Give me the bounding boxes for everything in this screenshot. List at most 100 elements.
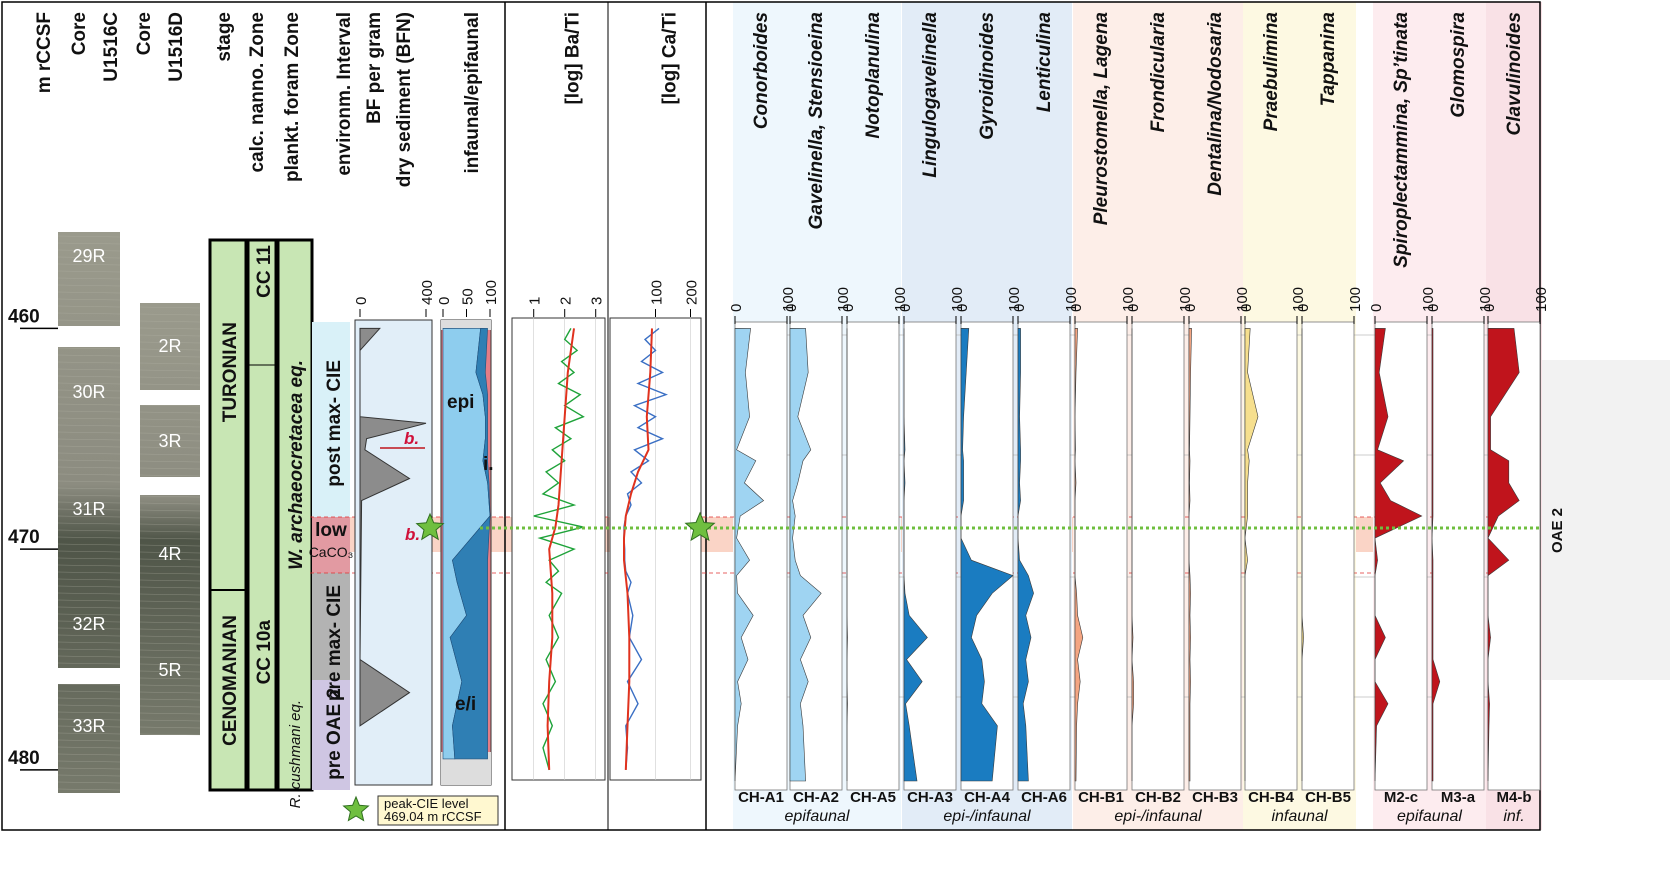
- nanno-label: CC 10a: [254, 620, 275, 685]
- core-lamina: [57, 235, 121, 238]
- core-lamina: [139, 341, 201, 344]
- core-lamina: [57, 641, 121, 644]
- core-lamina: [57, 571, 121, 574]
- core-lamina: [57, 578, 121, 581]
- core-lamina: [57, 354, 121, 357]
- core-lamina: [57, 515, 121, 518]
- taxon-area: [1074, 328, 1084, 782]
- taxon-title: Pleurostomella, Lagena: [1091, 12, 1112, 226]
- panel-box: [1301, 321, 1355, 791]
- taxon-title: Gavelinella, Stensioeina: [806, 12, 827, 230]
- core-lamina: [57, 305, 121, 308]
- core-lamina: [139, 362, 201, 365]
- group-label: infaunal: [1271, 808, 1327, 825]
- core-lamina: [139, 593, 201, 596]
- panel-top: [441, 320, 491, 330]
- taxon-area: [1244, 328, 1259, 781]
- taxon-area: [1017, 328, 1034, 782]
- panel-box: [846, 321, 900, 791]
- core-lamina: [57, 543, 121, 546]
- core-lamina: [57, 564, 121, 567]
- column-title: Core: [69, 12, 90, 55]
- core-lamina: [57, 711, 121, 714]
- taxon-label: M2-c: [1384, 789, 1418, 806]
- taxon-title: Notoplanulina: [863, 12, 884, 139]
- x-tick-label: 100: [892, 287, 909, 312]
- core-lamina: [57, 690, 121, 693]
- core-lamina: [139, 383, 201, 386]
- taxon-area: [1487, 328, 1520, 782]
- core-lamina: [139, 516, 201, 519]
- taxon-label: CH-B4: [1248, 789, 1294, 806]
- core-lamina: [139, 558, 201, 561]
- core-lamina: [57, 452, 121, 455]
- taxon-title: Praebulimina: [1261, 12, 1282, 132]
- core-lamina: [139, 369, 201, 372]
- x-tick-label: 100: [1120, 287, 1137, 312]
- column-title: stage: [214, 12, 235, 62]
- x-tick-label: 50: [460, 288, 477, 305]
- taxon-label: CH-A4: [964, 789, 1010, 806]
- panel-box: [1131, 321, 1185, 791]
- core-lamina: [57, 648, 121, 651]
- core-lamina: [57, 424, 121, 427]
- core-lamina: [139, 656, 201, 659]
- core-lamina: [139, 544, 201, 547]
- x-tick-label: 100: [1006, 287, 1023, 312]
- x-tick-label: 100: [780, 287, 797, 312]
- core-lamina: [139, 320, 201, 323]
- core-lamina: [57, 242, 121, 245]
- core-gap: [58, 326, 120, 347]
- oae-label: OAE 2: [1549, 508, 1566, 553]
- taxon-label: CH-A6: [1021, 789, 1067, 806]
- core-gap: [140, 390, 200, 405]
- core-section: 32R: [72, 614, 105, 634]
- taxon-area: [1301, 328, 1304, 781]
- core-lamina: [139, 334, 201, 337]
- taxon-title: Tappanina: [1318, 12, 1339, 107]
- core-lamina: [57, 592, 121, 595]
- core-lamina: [139, 453, 201, 456]
- core-lamina: [139, 404, 201, 407]
- interval-label: pre OAE 2: [324, 688, 345, 780]
- core-lamina: [139, 411, 201, 414]
- core-lamina: [57, 550, 121, 553]
- core-lamina: [139, 691, 201, 694]
- core-lamina: [139, 670, 201, 673]
- taxon-label: CH-A5: [850, 789, 896, 806]
- core-lamina: [57, 760, 121, 763]
- core-lamina: [139, 635, 201, 638]
- core-lamina: [57, 480, 121, 483]
- curve: [546, 328, 575, 770]
- panel-box: [903, 321, 957, 791]
- legend-label: 469.04 m rCCSF: [384, 809, 482, 824]
- taxon-label: CH-A1: [738, 789, 784, 806]
- taxon-title: Conorboides: [751, 12, 772, 129]
- star: [684, 511, 716, 542]
- taxon-title: Spiroplectammina, Sp’tinata: [1391, 12, 1412, 268]
- nanno: [246, 238, 278, 792]
- taxon-area: [960, 328, 1014, 782]
- core-section: 5R: [158, 660, 181, 680]
- taxon-label: CH-A2: [793, 789, 839, 806]
- x-tick-label: 0: [1125, 304, 1142, 312]
- core-lamina: [57, 284, 121, 287]
- core-lamina: [139, 642, 201, 645]
- stacked-area: [449, 328, 491, 760]
- taxon-title: Glomospira: [1448, 12, 1469, 118]
- depth-label: 470: [8, 527, 40, 548]
- core-lamina: [57, 522, 121, 525]
- column-title: U1516C: [101, 12, 122, 82]
- taxon-area: [846, 328, 848, 781]
- bfn-area: [359, 327, 427, 727]
- core-lamina: [57, 781, 121, 784]
- x-tick-label: 0: [353, 297, 370, 305]
- core-lamina: [57, 634, 121, 637]
- core-lamina: [139, 418, 201, 421]
- core-lamina: [57, 487, 121, 490]
- group-label: inf.: [1503, 808, 1524, 825]
- core-lamina: [57, 312, 121, 315]
- core-lamina: [139, 586, 201, 589]
- core-lamina: [57, 368, 121, 371]
- annotation: b.: [405, 525, 420, 544]
